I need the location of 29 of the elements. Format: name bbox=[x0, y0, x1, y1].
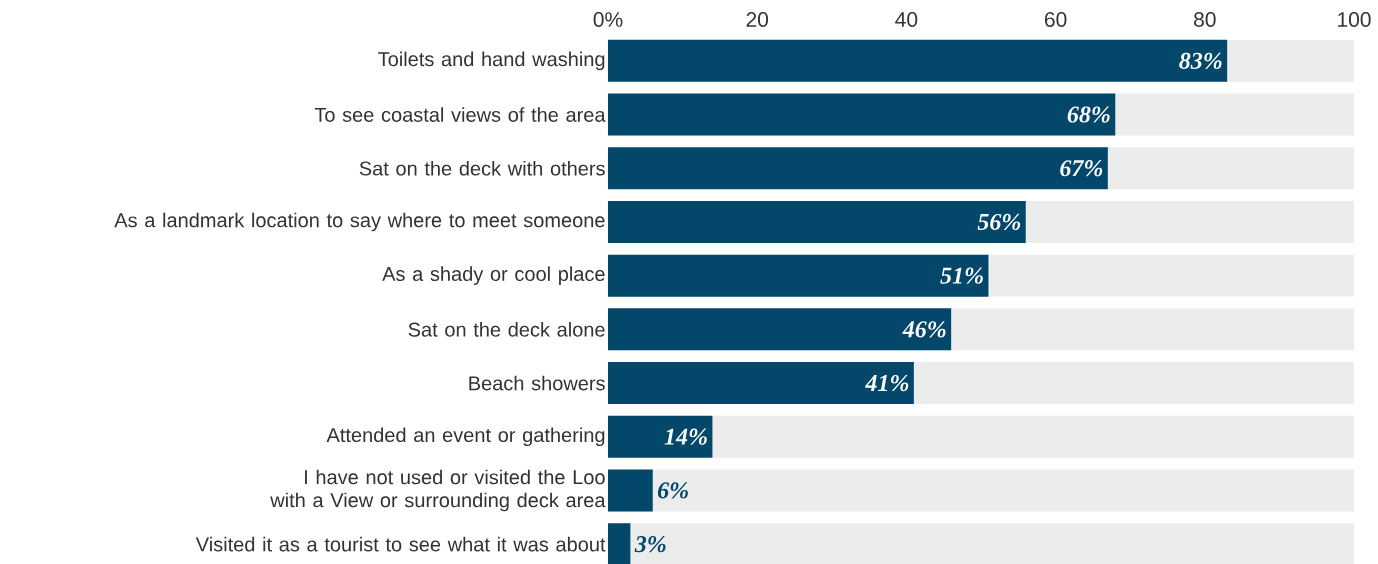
data-label: 67% bbox=[1060, 160, 1103, 177]
bar bbox=[607, 469, 653, 512]
data-label: 14% bbox=[664, 428, 707, 445]
x-tick-label: 0% bbox=[593, 12, 623, 27]
x-tick-label: 100 bbox=[1338, 12, 1371, 27]
y-tick-label: Visited it as a tourist to see what it was about bbox=[195, 536, 606, 552]
data-label: 3% bbox=[634, 536, 666, 553]
y-tick-label: To see coastal views of the area bbox=[314, 107, 606, 122]
x-tick-label: 60 bbox=[1044, 12, 1067, 27]
data-label: 46% bbox=[902, 321, 946, 338]
bar bbox=[607, 523, 631, 564]
data-label: 83% bbox=[1179, 52, 1222, 69]
data-label: 68% bbox=[1067, 106, 1110, 123]
y-tick-label: Toilets and hand washing bbox=[378, 51, 605, 71]
data-label: 51% bbox=[940, 267, 983, 284]
y-tick-label: I have not used or visited the Loo with a View or surrounding deck area bbox=[270, 469, 606, 512]
x-tick-label: 20 bbox=[746, 12, 769, 27]
y-tick-label: Attended an event or gathering bbox=[326, 427, 605, 447]
x-tick-label: 40 bbox=[895, 12, 918, 27]
y-tick-label: Sat on the deck with others bbox=[359, 160, 605, 176]
y-tick-label: As a shady or cool place bbox=[382, 266, 605, 285]
data-label: 6% bbox=[657, 482, 688, 499]
y-tick-label: Sat on the deck alone bbox=[408, 322, 605, 337]
y-tick-label: Beach showers bbox=[469, 375, 605, 391]
data-label: 41% bbox=[865, 374, 909, 392]
bar bbox=[607, 415, 713, 458]
y-tick-label: As a landmark location to say where to meet someone bbox=[114, 212, 605, 232]
x-tick-label: 80 bbox=[1194, 12, 1216, 27]
data-label: 56% bbox=[977, 213, 1021, 231]
